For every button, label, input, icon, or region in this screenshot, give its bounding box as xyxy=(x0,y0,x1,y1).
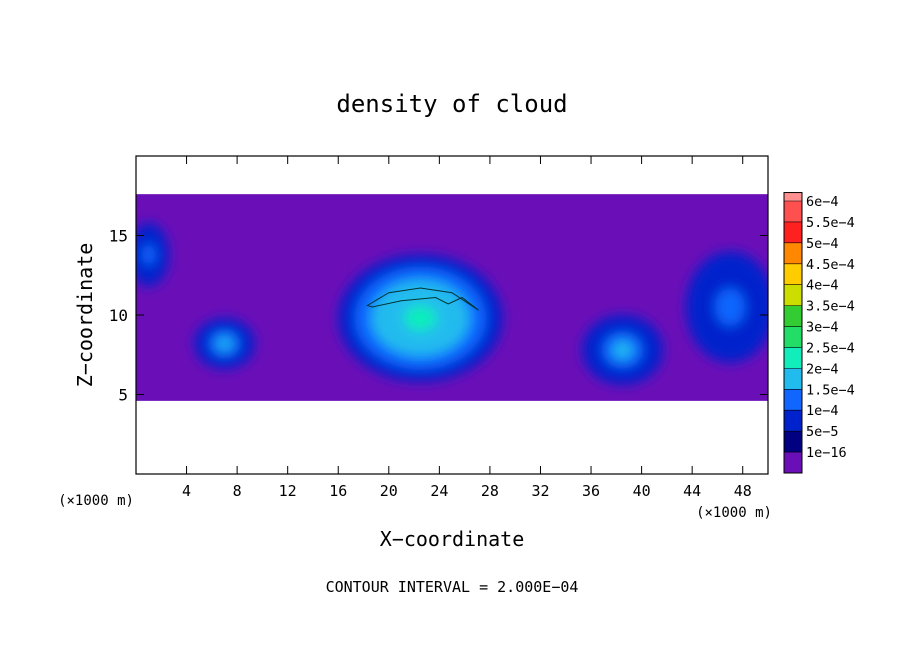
cloud-density-contour xyxy=(403,305,437,331)
colorbar-swatch xyxy=(784,326,802,348)
colorbar-label: 6e−4 xyxy=(806,194,839,210)
colorbar-label: 5e−4 xyxy=(806,236,839,252)
colorbar-swatch xyxy=(784,368,802,390)
cloud-density-contour xyxy=(612,341,633,359)
colorbar: 6e−4 5.5e−4 5e−4 4.5e−4 4e−4 3.5e−4 3e−4 2.5e−4… xyxy=(783,192,855,474)
y-tick-label: 10 xyxy=(109,306,128,325)
x-tick-label: 36 xyxy=(582,482,600,500)
colorbar-label: 2e−4 xyxy=(806,361,839,377)
y-axis-label: Z−coordinate xyxy=(73,243,97,388)
colorbar-swatch xyxy=(784,242,802,265)
colorbar-label: 1e−4 xyxy=(806,403,839,419)
cloud-density-contour xyxy=(216,337,233,350)
x-unit-label-left: (×1000 m) xyxy=(58,493,134,509)
colorbar-label: 4.5e−4 xyxy=(806,257,855,273)
x-tick-label: 8 xyxy=(233,482,242,500)
colorbar-label: 5e−5 xyxy=(806,424,839,440)
colorbar-label: 4e−4 xyxy=(806,278,839,294)
x-tick-label: 40 xyxy=(633,482,651,500)
cloud-features xyxy=(136,222,768,385)
x-tick-label: 32 xyxy=(531,482,549,500)
colorbar-swatch xyxy=(784,192,802,202)
colorbar-frame xyxy=(783,192,803,474)
x-tick-label: 48 xyxy=(734,482,752,500)
colorbar-swatch xyxy=(784,263,802,286)
x-tick-label: 20 xyxy=(380,482,398,500)
x-tick-label: 4 xyxy=(182,482,191,500)
colorbar-label: 3.5e−4 xyxy=(806,299,855,315)
x-unit-label-right: (×1000 m) xyxy=(696,505,772,521)
x-tick-label: 12 xyxy=(279,482,297,500)
x-tick-label: 44 xyxy=(683,482,701,500)
colorbar-label: 5.5e−4 xyxy=(806,215,855,231)
colorbar-label: 3e−4 xyxy=(806,320,839,336)
y-tick-label: 15 xyxy=(109,227,128,246)
x-tick-label: 24 xyxy=(430,482,448,500)
colorbar-swatch xyxy=(784,431,802,453)
x-tick-label: 28 xyxy=(481,482,499,500)
colorbar-swatch xyxy=(784,305,802,328)
contour-interval-note: CONTOUR INTERVAL = 2.000E−04 xyxy=(326,578,579,596)
colorbar-swatch xyxy=(784,389,802,411)
colorbar-swatch xyxy=(784,284,802,307)
x-axis: 4 8 12 16 20 24 28 32 36 40 44 48 xyxy=(182,156,752,500)
chart-title: density of cloud xyxy=(336,90,567,118)
colorbar-swatch xyxy=(784,201,802,223)
colorbar-swatch xyxy=(784,221,802,244)
y-tick-label: 5 xyxy=(118,386,128,405)
cloud-density-contour xyxy=(715,288,745,326)
x-tick-label: 16 xyxy=(329,482,347,500)
colorbar-label: 1.5e−4 xyxy=(806,382,855,398)
colorbar-swatch xyxy=(784,347,802,369)
colorbar-label: 2.5e−4 xyxy=(806,340,855,356)
contour-line xyxy=(366,287,479,311)
colorbar-swatch xyxy=(784,410,802,432)
x-axis-label: X−coordinate xyxy=(380,527,525,551)
cloud-density-contour xyxy=(141,243,156,266)
density-field xyxy=(136,194,768,401)
colorbar-swatch xyxy=(784,452,802,473)
y-axis: 5 10 15 xyxy=(109,227,768,405)
colorbar-label: 1e−16 xyxy=(806,445,847,461)
